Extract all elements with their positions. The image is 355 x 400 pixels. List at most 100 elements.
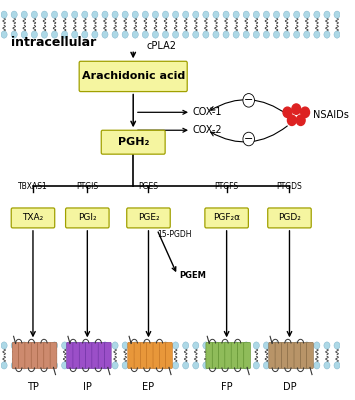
- Text: COX-1: COX-1: [193, 107, 222, 117]
- Circle shape: [82, 342, 88, 349]
- Circle shape: [11, 342, 17, 349]
- FancyBboxPatch shape: [31, 342, 38, 369]
- Circle shape: [233, 362, 239, 369]
- FancyBboxPatch shape: [282, 342, 288, 369]
- FancyBboxPatch shape: [44, 342, 50, 369]
- FancyBboxPatch shape: [11, 208, 55, 228]
- Circle shape: [284, 342, 290, 349]
- Text: COX-2: COX-2: [193, 125, 222, 135]
- Circle shape: [324, 362, 330, 369]
- Circle shape: [263, 362, 269, 369]
- Circle shape: [31, 31, 37, 38]
- Text: PGE₂: PGE₂: [138, 214, 159, 222]
- Circle shape: [213, 362, 219, 369]
- Text: DP: DP: [283, 382, 296, 392]
- Circle shape: [304, 362, 310, 369]
- Circle shape: [233, 11, 239, 18]
- FancyBboxPatch shape: [268, 208, 311, 228]
- Circle shape: [152, 342, 158, 349]
- Circle shape: [92, 31, 98, 38]
- Text: TBXAS1: TBXAS1: [18, 182, 48, 191]
- Text: −: −: [244, 134, 253, 144]
- Circle shape: [243, 342, 249, 349]
- Circle shape: [61, 342, 68, 349]
- Circle shape: [263, 31, 269, 38]
- Text: PGES: PGES: [138, 182, 158, 191]
- Circle shape: [213, 11, 219, 18]
- FancyBboxPatch shape: [128, 342, 135, 369]
- FancyBboxPatch shape: [153, 342, 160, 369]
- FancyBboxPatch shape: [38, 342, 44, 369]
- Circle shape: [102, 31, 108, 38]
- Circle shape: [142, 342, 148, 349]
- Circle shape: [173, 362, 179, 369]
- Circle shape: [142, 11, 148, 18]
- Circle shape: [223, 342, 229, 349]
- Circle shape: [173, 31, 179, 38]
- Text: TXA₂: TXA₂: [22, 214, 44, 222]
- FancyBboxPatch shape: [307, 342, 313, 369]
- Circle shape: [314, 342, 320, 349]
- Circle shape: [253, 342, 260, 349]
- Circle shape: [253, 31, 260, 38]
- FancyBboxPatch shape: [147, 342, 153, 369]
- Circle shape: [292, 104, 301, 114]
- Text: PGI₂: PGI₂: [78, 214, 97, 222]
- FancyBboxPatch shape: [225, 342, 231, 369]
- Circle shape: [112, 362, 118, 369]
- Circle shape: [112, 11, 118, 18]
- Circle shape: [233, 31, 239, 38]
- Circle shape: [21, 31, 27, 38]
- Circle shape: [193, 342, 199, 349]
- Circle shape: [42, 342, 48, 349]
- Circle shape: [273, 362, 280, 369]
- Circle shape: [284, 11, 290, 18]
- Circle shape: [284, 31, 290, 38]
- Circle shape: [142, 362, 148, 369]
- Circle shape: [51, 31, 58, 38]
- Circle shape: [288, 115, 296, 126]
- FancyBboxPatch shape: [101, 130, 165, 154]
- Text: intracellular: intracellular: [11, 36, 96, 49]
- Text: PTGIS: PTGIS: [76, 182, 98, 191]
- FancyBboxPatch shape: [86, 342, 92, 369]
- FancyBboxPatch shape: [231, 342, 238, 369]
- Circle shape: [1, 11, 7, 18]
- Text: 15-PGDH: 15-PGDH: [157, 230, 191, 239]
- Circle shape: [193, 11, 199, 18]
- Circle shape: [112, 342, 118, 349]
- Circle shape: [102, 342, 108, 349]
- Circle shape: [334, 31, 340, 38]
- Circle shape: [31, 342, 37, 349]
- FancyBboxPatch shape: [25, 342, 32, 369]
- Circle shape: [11, 11, 17, 18]
- Circle shape: [173, 11, 179, 18]
- Circle shape: [122, 31, 128, 38]
- Circle shape: [152, 362, 158, 369]
- Circle shape: [263, 11, 269, 18]
- Circle shape: [152, 31, 158, 38]
- Text: PGH₂: PGH₂: [118, 137, 149, 147]
- FancyBboxPatch shape: [98, 342, 105, 369]
- Circle shape: [92, 342, 98, 349]
- FancyBboxPatch shape: [159, 342, 166, 369]
- Circle shape: [31, 362, 37, 369]
- FancyBboxPatch shape: [92, 342, 99, 369]
- Circle shape: [92, 362, 98, 369]
- Circle shape: [92, 11, 98, 18]
- Circle shape: [314, 11, 320, 18]
- Circle shape: [11, 362, 17, 369]
- Circle shape: [294, 342, 300, 349]
- Circle shape: [163, 11, 169, 18]
- Circle shape: [72, 362, 78, 369]
- FancyBboxPatch shape: [50, 342, 57, 369]
- FancyBboxPatch shape: [79, 342, 86, 369]
- Circle shape: [203, 362, 209, 369]
- Circle shape: [82, 362, 88, 369]
- Circle shape: [324, 31, 330, 38]
- Circle shape: [223, 31, 229, 38]
- Circle shape: [182, 31, 189, 38]
- Circle shape: [102, 11, 108, 18]
- Circle shape: [72, 342, 78, 349]
- Circle shape: [61, 362, 68, 369]
